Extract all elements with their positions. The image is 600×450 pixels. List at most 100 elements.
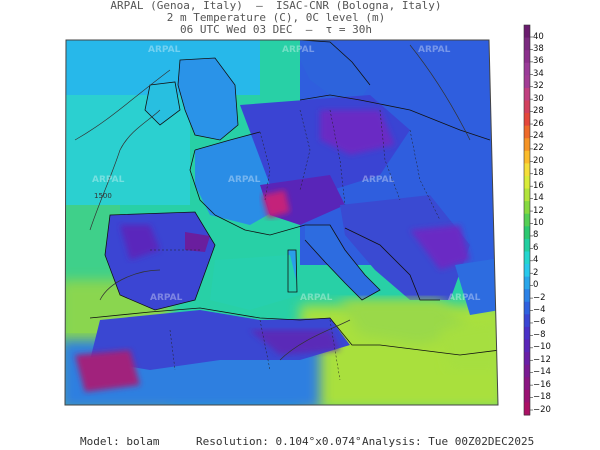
watermark: ARPAL xyxy=(150,293,183,303)
colorbar-swatch xyxy=(524,251,530,265)
colorbar-swatch xyxy=(524,301,530,315)
colorbar-tick-label: 40 xyxy=(533,31,544,42)
colorbar-swatch xyxy=(524,364,530,378)
colorbar-tick-label: 8 xyxy=(533,230,539,241)
colorbar-tick-label: 24 xyxy=(533,130,544,141)
central-mediterranean xyxy=(340,300,470,345)
italy xyxy=(305,225,380,300)
colorbar-swatch xyxy=(524,25,530,39)
colorbar-tick-label: 20 xyxy=(533,155,544,166)
colorbar-swatch xyxy=(524,264,530,278)
coastlines xyxy=(89,40,498,356)
colorbar-swatch xyxy=(524,100,530,114)
colorbar-swatch xyxy=(524,339,530,353)
colorbar-tick-label: 12 xyxy=(533,205,544,216)
watermark: ARPAL xyxy=(270,405,303,415)
header-producers: ARPAL (Genoa, Italy) — ISAC-CNR (Bologna… xyxy=(110,0,442,12)
colorbar-tick-label: −16 xyxy=(533,379,551,390)
colorbar-tick-label: 0 xyxy=(533,280,539,291)
colorbar-tick-label: 4 xyxy=(533,255,539,266)
colorbar-tick-label: 6 xyxy=(533,242,539,253)
header-variable: 2 m Temperature (C), 0C level (m) xyxy=(166,11,386,24)
colorbar-swatch xyxy=(524,213,530,227)
balkans xyxy=(340,195,470,300)
colorbar-tick-label: −2 xyxy=(533,292,546,303)
watermark: ARPAL xyxy=(300,293,333,303)
colorbar-swatch xyxy=(524,113,530,127)
tunisia-cold xyxy=(250,330,340,355)
colorbar-tick-label: 16 xyxy=(533,180,544,191)
western-mediterranean xyxy=(210,255,300,310)
colorbar-tick-label: 22 xyxy=(533,143,544,154)
map-header: ARPAL (Genoa, Italy) — ISAC-CNR (Bologna… xyxy=(66,0,486,36)
colorbar-swatch xyxy=(524,138,530,152)
watermark: ARPAL xyxy=(448,293,481,303)
watermark: ARPAL xyxy=(380,405,413,415)
header-valid-time: 06 UTC Wed 03 DEC — τ = 30h xyxy=(179,23,373,36)
balkans-cold xyxy=(410,225,470,270)
map-frame xyxy=(64,39,499,406)
watermark: ARPAL xyxy=(418,45,451,55)
ireland xyxy=(145,82,180,125)
colorbar-swatch xyxy=(524,75,530,89)
temperature-colorbar xyxy=(523,24,533,416)
colorbar-tick-label: −14 xyxy=(533,367,551,378)
colorbar-swatch xyxy=(524,377,530,391)
watermark: ARPAL xyxy=(148,405,181,415)
watermarks: ARPAL ARPAL ARPAL ARPAL ARPAL ARPAL ARPA… xyxy=(92,45,481,415)
colorbar-tick-label: −6 xyxy=(533,317,546,328)
colorbar-tick-label: 36 xyxy=(533,56,544,67)
colorbar-swatch xyxy=(524,188,530,202)
colorbar-tick-label: 32 xyxy=(533,81,544,92)
colorbar-frame xyxy=(523,24,531,416)
colorbar-swatch xyxy=(524,389,530,403)
colorbar-tick-label: 26 xyxy=(533,118,544,129)
resolution-info: Resolution: 0.104°x0.074° xyxy=(196,435,362,448)
model-info: Model: bolam xyxy=(80,435,160,448)
map-domain: 1500 ARPAL ARPAL ARPAL ARPAL ARPAL ARPAL… xyxy=(65,40,498,415)
map-footer: Model: bolam Resolution: 0.104°x0.074° A… xyxy=(0,435,600,449)
colorbar-swatch xyxy=(524,125,530,139)
colorbar-tick-label: 28 xyxy=(533,106,544,117)
colorbar-swatch xyxy=(524,314,530,328)
colorbar-swatch xyxy=(524,50,530,64)
colorbar-swatch xyxy=(524,402,530,416)
iberia-north-cold xyxy=(120,225,160,260)
analysis-info: Analysis: Tue 00Z02DEC2025 xyxy=(362,435,535,448)
great-britain xyxy=(178,58,238,140)
alps-cold-peak xyxy=(262,190,290,218)
colorbar-tick-label: −12 xyxy=(533,354,551,365)
colorbar-tick-label: 38 xyxy=(533,43,544,54)
atlas-cold xyxy=(75,350,140,392)
colorbar-swatch xyxy=(524,238,530,252)
colorbar-tick-label: 10 xyxy=(533,218,544,228)
colorbar-swatch xyxy=(524,201,530,215)
colorbar-swatch xyxy=(524,87,530,101)
watermark: ARPAL xyxy=(92,175,125,185)
poland-cold-core xyxy=(320,110,395,155)
zero-degree-contours xyxy=(74,44,471,361)
watermark: ARPAL xyxy=(282,45,315,55)
colorbar-tick-label: 30 xyxy=(533,93,544,104)
colorbar-swatch xyxy=(524,352,530,366)
pyrenees xyxy=(185,232,210,252)
colorbar-swatch xyxy=(524,276,530,290)
colorbar-tick-label: −20 xyxy=(533,404,551,415)
watermark: ARPAL xyxy=(148,45,181,55)
colorbar-tick-label: 34 xyxy=(533,68,544,79)
colorbar-swatch xyxy=(524,226,530,240)
colorbar-tick-label: 18 xyxy=(533,168,544,179)
colorbar-tick-label: 14 xyxy=(533,193,544,204)
eastern-mediterranean xyxy=(440,320,498,370)
colorbar-tick-label: −18 xyxy=(533,392,551,403)
country-borders xyxy=(150,109,441,381)
colorbar-swatch xyxy=(524,150,530,164)
watermark: ARPAL xyxy=(362,175,395,185)
colorbar-tick-label: −4 xyxy=(533,305,546,316)
colorbar-swatch xyxy=(524,37,530,51)
colorbar-tick-label: 2 xyxy=(533,267,539,278)
colorbar-swatch xyxy=(524,289,530,303)
anatolia xyxy=(455,258,498,315)
contour-label: 1500 xyxy=(94,192,112,200)
